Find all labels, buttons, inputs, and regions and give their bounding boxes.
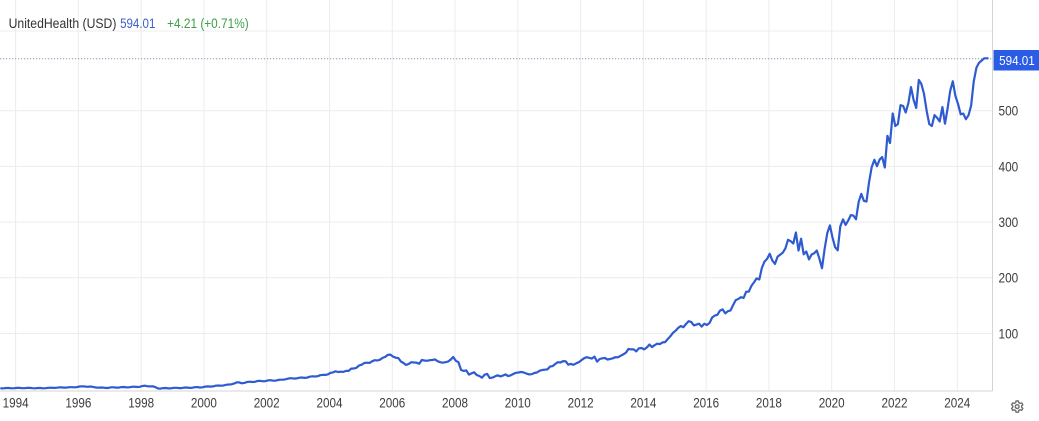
svg-text:2020: 2020 [819,395,845,410]
svg-text:200: 200 [999,271,1019,286]
svg-text:2000: 2000 [191,395,217,410]
svg-text:100: 100 [999,326,1019,341]
svg-text:400: 400 [999,159,1019,174]
svg-text:1996: 1996 [65,395,91,410]
svg-text:2018: 2018 [756,395,782,410]
svg-text:2008: 2008 [442,395,468,410]
svg-text:1998: 1998 [128,395,154,410]
svg-text:2014: 2014 [630,395,656,410]
svg-text:500: 500 [999,104,1019,119]
svg-text:+4.21 (+0.71%): +4.21 (+0.71%) [167,16,249,31]
svg-text:594.01: 594.01 [999,53,1035,68]
svg-text:2012: 2012 [568,395,594,410]
svg-text:2010: 2010 [505,395,531,410]
svg-text:1994: 1994 [3,395,29,410]
svg-text:594.01: 594.01 [120,16,155,31]
svg-text:2016: 2016 [693,395,719,410]
svg-text:2002: 2002 [254,395,280,410]
svg-text:2024: 2024 [944,395,970,410]
svg-text:300: 300 [999,215,1019,230]
svg-text:2022: 2022 [882,395,908,410]
svg-text:2006: 2006 [379,395,405,410]
svg-text:2004: 2004 [317,395,343,410]
svg-text:UnitedHealth (USD): UnitedHealth (USD) [9,16,117,31]
